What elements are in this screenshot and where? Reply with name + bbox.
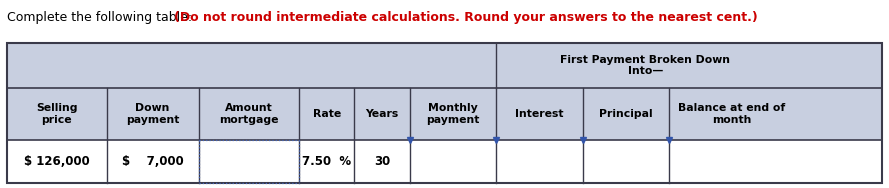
Bar	[7, 43, 882, 88]
Text: Balance at end of
month: Balance at end of month	[678, 103, 786, 125]
Text: $    7,000: $ 7,000	[122, 155, 183, 168]
Text: Down
payment: Down payment	[126, 103, 180, 125]
Text: $ 126,000: $ 126,000	[24, 155, 90, 168]
Text: 7.50  %: 7.50 %	[302, 155, 351, 168]
Bar	[7, 43, 882, 183]
Text: Principal: Principal	[599, 109, 653, 119]
Text: Amount
mortgage: Amount mortgage	[220, 103, 278, 125]
Text: Selling
price: Selling price	[36, 103, 77, 125]
Text: (Do not round intermediate calculations. Round your answers to the nearest cent.: (Do not round intermediate calculations.…	[173, 11, 757, 24]
Bar	[7, 140, 882, 183]
Text: Years: Years	[365, 109, 398, 119]
Text: 30: 30	[373, 155, 390, 168]
Text: Interest: Interest	[516, 109, 564, 119]
Text: Monthly
payment: Monthly payment	[426, 103, 479, 125]
Text: First Payment Broken Down
Into—: First Payment Broken Down Into—	[560, 55, 730, 76]
Text: Complete the following table:: Complete the following table:	[7, 11, 196, 24]
Bar	[7, 88, 882, 140]
Text: Rate: Rate	[313, 109, 341, 119]
